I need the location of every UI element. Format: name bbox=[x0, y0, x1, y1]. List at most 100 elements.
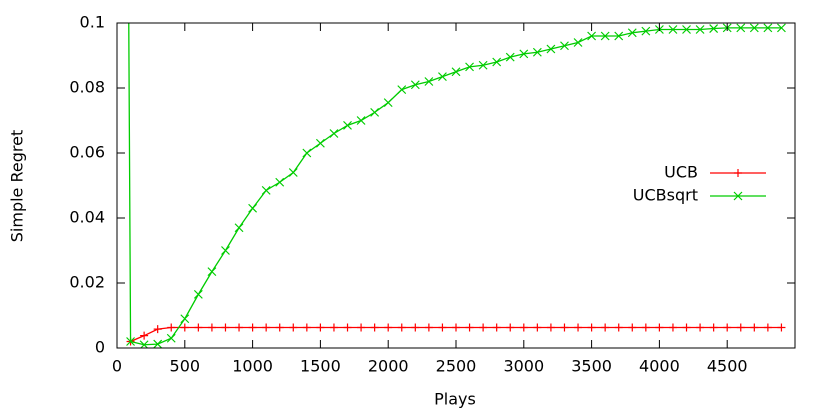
point-marker bbox=[519, 323, 528, 332]
y-tick-label: 0 bbox=[95, 338, 105, 357]
point-marker bbox=[140, 331, 149, 340]
point-marker bbox=[235, 323, 244, 332]
point-marker bbox=[452, 323, 460, 332]
point-marker bbox=[410, 80, 420, 90]
point-marker bbox=[682, 25, 691, 34]
point-marker bbox=[614, 31, 624, 41]
point-marker bbox=[695, 25, 705, 34]
y-tick-label: 0.08 bbox=[69, 78, 105, 97]
point-marker bbox=[153, 339, 163, 348]
point-marker bbox=[532, 47, 542, 57]
point-marker bbox=[275, 177, 285, 187]
x-axis-label: Plays bbox=[434, 390, 476, 409]
y-tick-label: 0.06 bbox=[69, 143, 105, 162]
point-marker bbox=[641, 26, 651, 36]
point-marker bbox=[221, 323, 230, 332]
point-marker bbox=[438, 323, 447, 332]
point-marker bbox=[126, 337, 135, 346]
point-marker bbox=[479, 323, 488, 332]
point-marker bbox=[329, 129, 339, 138]
point-marker bbox=[180, 323, 189, 332]
point-marker bbox=[153, 325, 162, 334]
point-marker bbox=[234, 223, 244, 233]
plot-area bbox=[126, 23, 786, 348]
point-marker bbox=[343, 120, 352, 130]
point-marker bbox=[614, 323, 623, 332]
point-marker bbox=[383, 98, 393, 108]
point-marker bbox=[315, 138, 325, 148]
point-marker bbox=[519, 49, 529, 59]
point-marker bbox=[139, 340, 149, 348]
y-axis-label: Simple Regret bbox=[8, 130, 27, 242]
point-marker bbox=[478, 60, 488, 70]
point-marker bbox=[709, 24, 719, 33]
x-tick-label: 1000 bbox=[232, 357, 273, 376]
point-marker bbox=[248, 323, 257, 332]
y-tick-label: 0.04 bbox=[69, 208, 105, 227]
point-marker bbox=[451, 67, 461, 77]
point-marker bbox=[655, 323, 664, 332]
point-marker bbox=[628, 323, 637, 332]
point-marker bbox=[574, 323, 583, 332]
point-marker bbox=[465, 62, 474, 72]
point-marker bbox=[587, 323, 596, 332]
point-marker bbox=[370, 107, 380, 117]
legend-marker bbox=[734, 169, 742, 177]
point-marker bbox=[668, 323, 677, 332]
point-marker bbox=[438, 72, 447, 82]
point-marker bbox=[736, 323, 745, 332]
point-marker bbox=[357, 323, 366, 332]
point-marker bbox=[749, 23, 759, 33]
y-tick-label: 0.02 bbox=[69, 273, 105, 292]
point-marker bbox=[261, 185, 271, 195]
point-marker bbox=[492, 57, 502, 67]
point-marker bbox=[601, 323, 610, 332]
x-tick-label: 4000 bbox=[639, 357, 680, 376]
x-tick-label: 4500 bbox=[707, 357, 748, 376]
point-marker bbox=[316, 323, 325, 332]
point-marker bbox=[356, 116, 366, 125]
x-tick-label: 1500 bbox=[300, 357, 341, 376]
point-marker bbox=[248, 203, 258, 213]
point-marker bbox=[329, 323, 338, 332]
point-marker bbox=[709, 323, 718, 332]
point-marker bbox=[560, 41, 569, 51]
point-marker bbox=[763, 23, 773, 33]
point-marker bbox=[370, 323, 379, 332]
point-marker bbox=[533, 323, 542, 332]
point-marker bbox=[424, 323, 433, 332]
point-marker bbox=[506, 323, 515, 332]
point-marker bbox=[750, 323, 759, 332]
point-marker bbox=[397, 85, 407, 95]
point-marker bbox=[546, 44, 556, 54]
point-marker bbox=[723, 323, 732, 332]
point-marker bbox=[167, 323, 176, 332]
x-tick-label: 500 bbox=[170, 357, 201, 376]
point-marker bbox=[384, 323, 393, 332]
point-marker bbox=[194, 323, 203, 332]
x-tick-label: 0 bbox=[112, 357, 122, 376]
point-marker bbox=[587, 31, 597, 41]
point-marker bbox=[682, 323, 691, 332]
point-marker bbox=[573, 38, 583, 47]
point-marker bbox=[627, 28, 637, 38]
point-marker bbox=[207, 267, 217, 277]
legend-label: UCB bbox=[664, 163, 698, 182]
point-marker bbox=[262, 323, 271, 332]
series-line bbox=[128, 23, 782, 346]
point-marker bbox=[492, 323, 501, 332]
point-marker bbox=[343, 323, 352, 332]
x-tick-label: 3000 bbox=[503, 357, 544, 376]
point-marker bbox=[302, 323, 311, 332]
point-marker bbox=[302, 148, 312, 158]
point-marker bbox=[221, 246, 230, 255]
point-marker bbox=[275, 323, 284, 332]
point-marker bbox=[777, 323, 786, 332]
point-marker bbox=[411, 323, 420, 332]
point-marker bbox=[560, 323, 569, 332]
point-marker bbox=[763, 323, 772, 332]
legend-marker bbox=[733, 191, 743, 201]
point-marker bbox=[166, 333, 176, 343]
point-marker bbox=[696, 323, 705, 332]
